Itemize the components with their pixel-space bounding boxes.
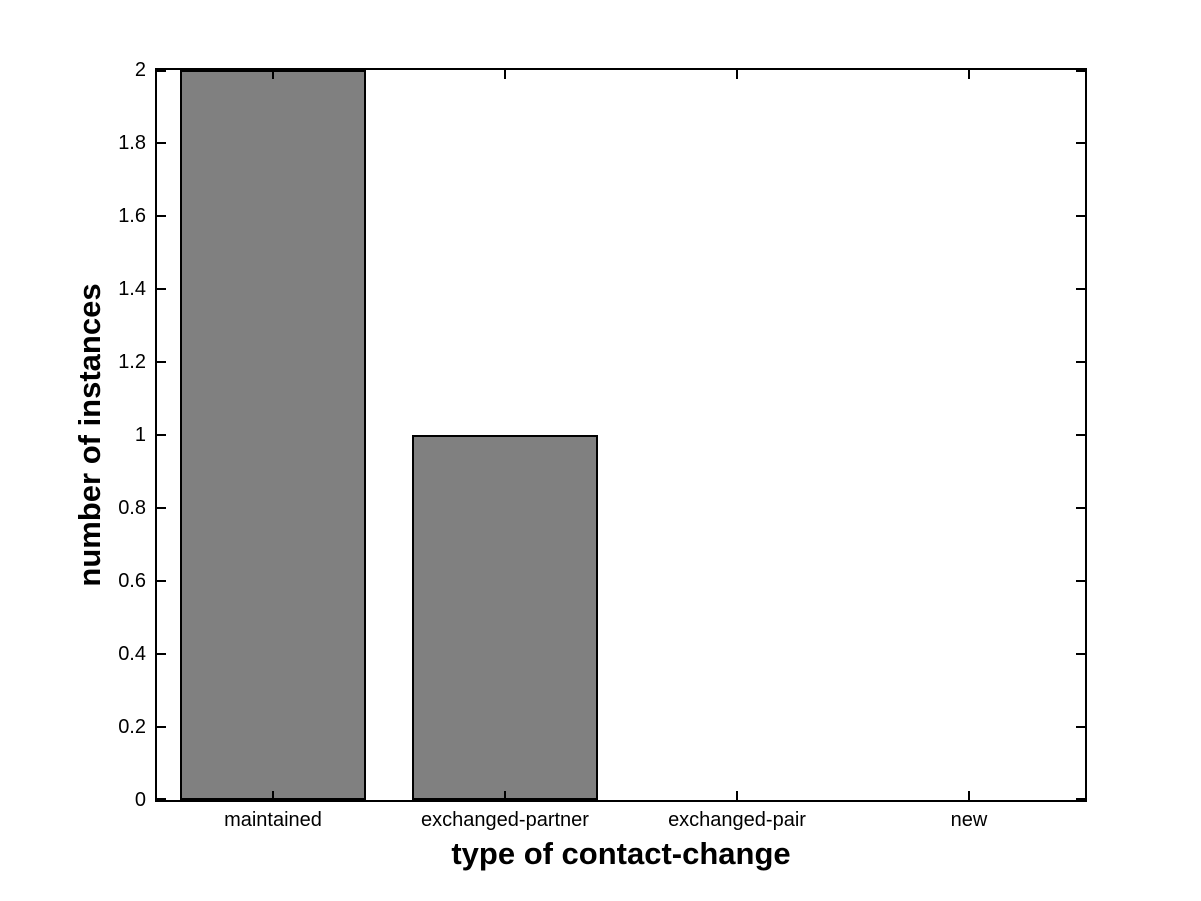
y-tick-mark-right <box>1076 142 1085 144</box>
y-tick-label: 0.6 <box>118 570 146 592</box>
x-tick-mark-top <box>272 70 274 79</box>
y-tick-label: 0 <box>134 789 146 811</box>
bar-maintained <box>180 70 366 800</box>
y-tick-mark-left <box>157 726 166 728</box>
x-tick-mark-top <box>736 70 738 79</box>
y-tick-mark-left <box>157 507 166 509</box>
x-tick-mark-top <box>504 70 506 79</box>
y-tick-mark-left <box>157 215 166 217</box>
x-tick-mark-bottom <box>504 791 506 800</box>
y-tick-label: 1.6 <box>118 205 146 227</box>
y-tick-label: 2 <box>134 59 146 81</box>
y-axis-title: number of instances <box>72 283 107 587</box>
y-tick-mark-right <box>1076 507 1085 509</box>
y-tick-mark-right <box>1076 434 1085 436</box>
y-tick-label: 0.4 <box>118 643 146 665</box>
y-tick-mark-right <box>1076 798 1085 800</box>
y-tick-mark-left <box>157 434 166 436</box>
y-tick-mark-left <box>157 361 166 363</box>
y-tick-label: 1.8 <box>118 132 146 154</box>
y-tick-mark-right <box>1076 726 1085 728</box>
x-tick-label-exchanged-pair: exchanged-pair <box>668 809 806 831</box>
y-tick-mark-left <box>157 580 166 582</box>
y-tick-mark-right <box>1076 70 1085 72</box>
x-tick-label-exchanged-partner: exchanged-partner <box>421 809 589 831</box>
y-tick-mark-right <box>1076 215 1085 217</box>
x-axis-title: type of contact-change <box>451 836 791 871</box>
y-tick-label: 1.2 <box>118 351 146 373</box>
y-tick-label: 0.8 <box>118 497 146 519</box>
bar-exchanged-partner <box>412 435 598 800</box>
y-tick-mark-right <box>1076 288 1085 290</box>
x-tick-mark-bottom <box>736 791 738 800</box>
y-tick-label: 1.4 <box>118 278 146 300</box>
x-tick-mark-top <box>968 70 970 79</box>
y-tick-mark-left <box>157 798 166 800</box>
y-tick-mark-right <box>1076 361 1085 363</box>
x-tick-mark-bottom <box>272 791 274 800</box>
y-tick-mark-right <box>1076 580 1085 582</box>
x-tick-mark-bottom <box>968 791 970 800</box>
x-tick-label-maintained: maintained <box>224 809 322 831</box>
y-tick-mark-left <box>157 288 166 290</box>
x-tick-label-new: new <box>950 809 988 831</box>
y-tick-mark-left <box>157 142 166 144</box>
y-tick-mark-left <box>157 653 166 655</box>
y-tick-label: 0.2 <box>118 716 146 738</box>
plot-area <box>155 68 1087 802</box>
y-tick-label: 1 <box>134 424 146 446</box>
y-tick-mark-left <box>157 70 166 72</box>
y-tick-mark-right <box>1076 653 1085 655</box>
